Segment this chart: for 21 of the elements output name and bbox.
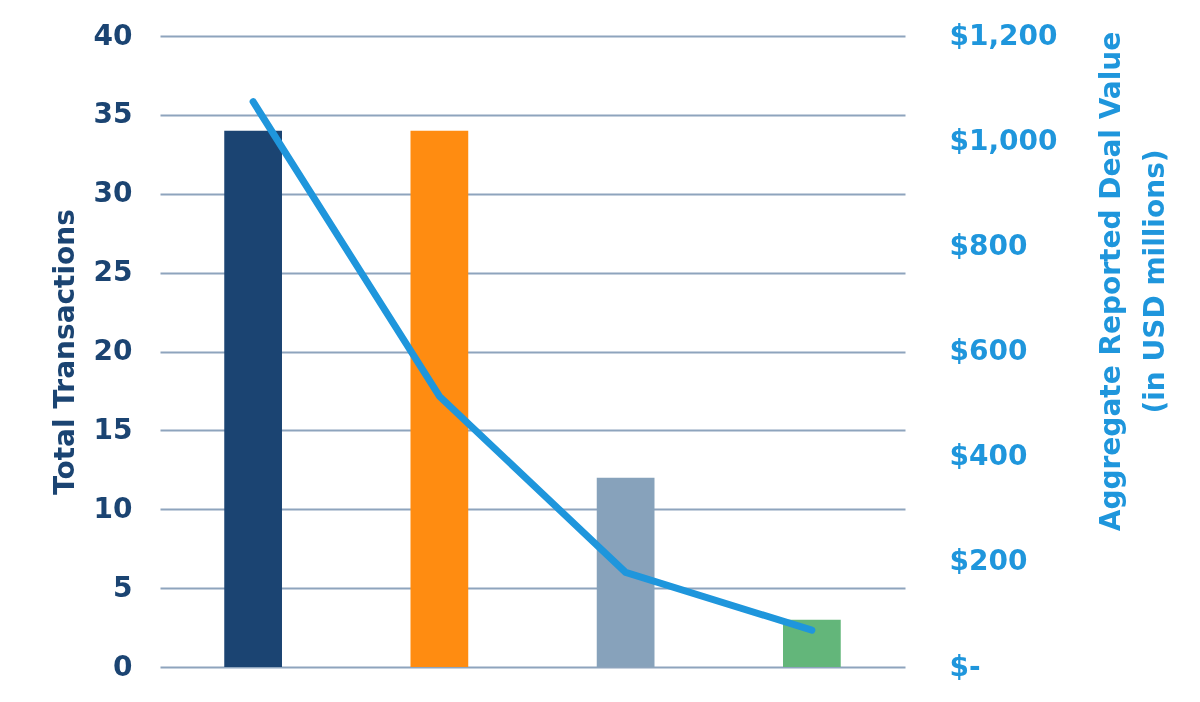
y2-tick-label: $1,000 (949, 123, 1058, 157)
y-tick-label: 35 (93, 97, 133, 131)
y2-axis-title: Aggregate Reported Deal Value (in USD millions) (1093, 31, 1171, 532)
y-tick-label: 40 (93, 18, 133, 52)
y2-tick-label: $- (949, 649, 981, 683)
y-tick-label: 25 (93, 255, 133, 289)
y2-tick-label: $400 (949, 439, 1028, 473)
y-tick-label: 15 (93, 412, 133, 446)
y2-tick-label: $600 (949, 334, 1028, 367)
y-tick-label: 5 (113, 570, 133, 604)
y2-tick-label: $1,200 (949, 18, 1058, 52)
y-tick-label: 20 (93, 334, 133, 367)
y-axis-title: Total Transactions (47, 209, 81, 495)
y-tick-label: 10 (93, 491, 133, 525)
y-tick-label: 0 (113, 649, 133, 683)
y2-tick-label: $200 (949, 544, 1028, 578)
bar (783, 619, 841, 667)
y-tick-label: 30 (93, 176, 133, 210)
bar (224, 130, 282, 667)
y2-tick-label: $800 (949, 228, 1028, 262)
bar (410, 130, 469, 667)
